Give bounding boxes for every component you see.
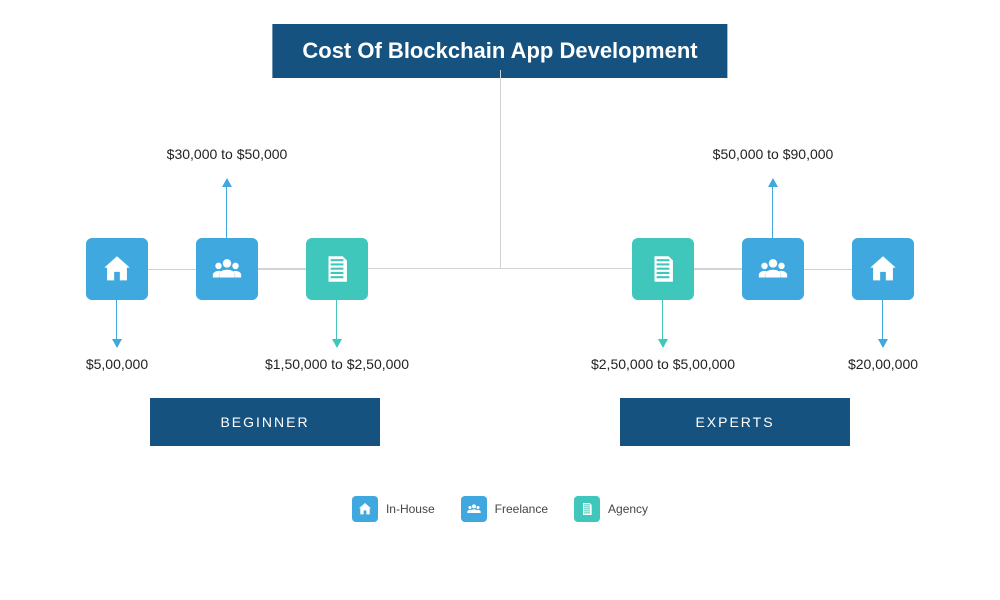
- experts-inhouse-icon: [852, 238, 914, 300]
- experts-label-box: EXPERTS: [620, 398, 850, 446]
- experts-label: EXPERTS: [695, 414, 774, 430]
- beginner-inhouse-icon: [86, 238, 148, 300]
- legend: In-House Freelance Agency: [0, 496, 1000, 522]
- diagram-canvas: Cost Of Blockchain App Development $5,00…: [0, 0, 1000, 600]
- beginner-inhouse-value: $5,00,000: [17, 356, 217, 372]
- experts-inhouse-value: $20,00,000: [783, 356, 983, 372]
- legend-freelance-icon: [461, 496, 487, 522]
- beginner-label-box: BEGINNER: [150, 398, 380, 446]
- experts-freelance-value: $50,000 to $90,000: [673, 146, 873, 162]
- beginner-agency-value: $1,50,000 to $2,50,000: [237, 356, 437, 372]
- experts-freelance-icon: [742, 238, 804, 300]
- legend-agency-label: Agency: [608, 502, 648, 516]
- beginner-agency-icon: [306, 238, 368, 300]
- legend-item-freelance: Freelance: [461, 496, 548, 522]
- legend-inhouse-icon: [352, 496, 378, 522]
- beginner-freelance-icon: [196, 238, 258, 300]
- experts-agency-value: $2,50,000 to $5,00,000: [563, 356, 763, 372]
- legend-item-inhouse: In-House: [352, 496, 435, 522]
- legend-inhouse-label: In-House: [386, 502, 435, 516]
- legend-item-agency: Agency: [574, 496, 648, 522]
- beginner-freelance-value: $30,000 to $50,000: [127, 146, 327, 162]
- beginner-label: BEGINNER: [220, 414, 309, 430]
- legend-freelance-label: Freelance: [495, 502, 548, 516]
- title-text: Cost Of Blockchain App Development: [302, 38, 697, 63]
- legend-agency-icon: [574, 496, 600, 522]
- connector-stem: [500, 70, 501, 268]
- experts-agency-icon: [632, 238, 694, 300]
